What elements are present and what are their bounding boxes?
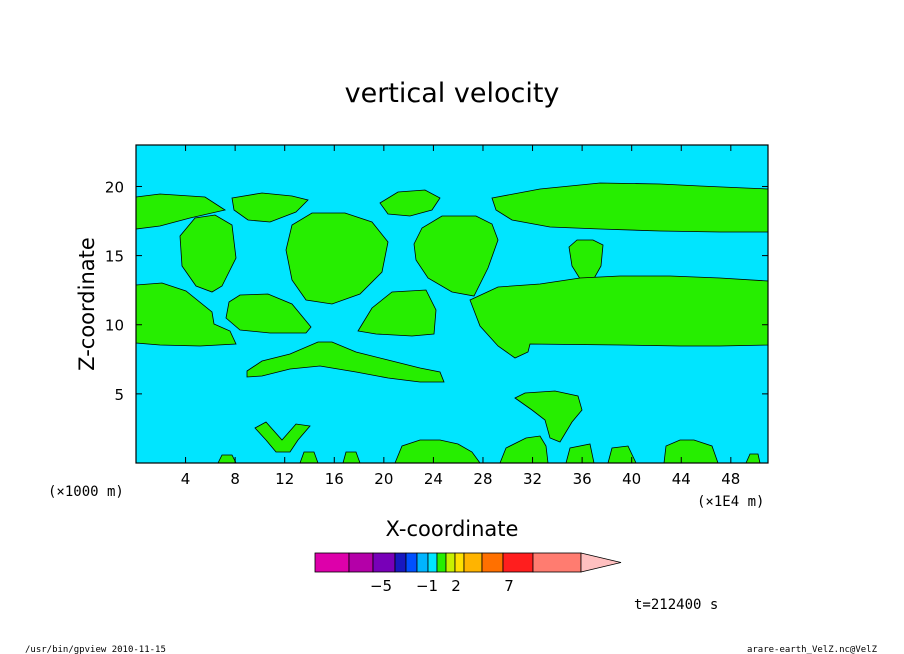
x-tick-label: 36	[573, 470, 592, 488]
middle-band-center	[357, 289, 437, 337]
colorbar-swatch	[372, 552, 396, 573]
colorbar-swatch	[436, 552, 447, 573]
x-tick-label: 8	[230, 470, 240, 488]
colorbar-tick-label: 7	[504, 577, 514, 595]
y-axis-label: Z-coordinate	[75, 237, 99, 371]
y-tick-label: 15	[105, 248, 124, 266]
colorbar-swatch	[481, 552, 504, 573]
upper-band-mid-blob	[379, 189, 441, 217]
x-extra-unit-label: (×1E4 m)	[697, 494, 764, 510]
colorbar-swatch	[416, 552, 429, 573]
colorbar-swatch	[394, 552, 407, 573]
colorbar-swatch	[502, 552, 534, 573]
x-tick-label: 20	[374, 470, 393, 488]
upper-band-left-mid	[231, 192, 309, 223]
colorbar-tick-label: −5	[370, 577, 392, 595]
time-label: t=212400 s	[634, 597, 718, 613]
left-lobe	[179, 214, 237, 293]
footer-right: arare-earth_VelZ.nc@VelZ	[747, 645, 878, 654]
colorbar-swatch	[348, 552, 374, 573]
colorbar-swatch	[454, 552, 465, 573]
x-axis-ticks: 4 8 12 16 20 24 28 32 36 40 44 48	[181, 145, 740, 488]
y-tick-label: 20	[105, 178, 124, 196]
x-tick-label: 4	[181, 470, 191, 488]
middle-band-left	[135, 282, 237, 347]
colorbar-tick-label: −1	[416, 577, 438, 595]
colorbar-swatch	[463, 552, 483, 573]
colorbar-swatch	[314, 552, 350, 573]
colorbar-overflow-arrow	[580, 552, 622, 573]
colorbar-swatch	[427, 552, 438, 573]
colorbar-tick-labels: −5 −1 2 7	[370, 577, 514, 595]
x-tick-label: 32	[523, 470, 542, 488]
y-tick-label: 10	[105, 317, 124, 335]
colorbar-swatch	[445, 552, 456, 573]
x-tick-label: 40	[622, 470, 641, 488]
slanted-sheet	[246, 341, 445, 383]
x-unit-label: (×1000 m)	[48, 484, 124, 500]
lower-x-shape	[254, 421, 311, 453]
central-lobe	[285, 212, 389, 305]
colorbar-tick-label: 2	[451, 577, 461, 595]
x-tick-label: 24	[424, 470, 443, 488]
x-tick-label: 16	[325, 470, 344, 488]
x-tick-label: 48	[721, 470, 740, 488]
colorbar-swatch	[532, 552, 582, 573]
y-axis-ticks: 5 10 15 20	[105, 178, 768, 404]
bottom-bump-4	[394, 439, 481, 464]
isolated-upper-blob	[568, 239, 604, 283]
x-axis-label: X-coordinate	[386, 517, 519, 541]
colorbar	[314, 552, 622, 573]
lower-right-blob	[514, 390, 583, 443]
right-lobe	[413, 215, 499, 297]
x-tick-label: 12	[275, 470, 294, 488]
middle-band-right	[469, 275, 769, 359]
x-tick-label: 28	[473, 470, 492, 488]
plot-frame	[135, 144, 769, 464]
chart-title: vertical velocity	[345, 78, 560, 109]
y-tick-label: 5	[114, 386, 124, 404]
footer-left: /usr/bin/gpview 2010-11-15	[25, 645, 166, 654]
x-tick-label: 44	[672, 470, 691, 488]
middle-band-lobe	[225, 293, 312, 334]
upper-band-left	[135, 193, 227, 230]
colorbar-swatch	[405, 552, 418, 573]
